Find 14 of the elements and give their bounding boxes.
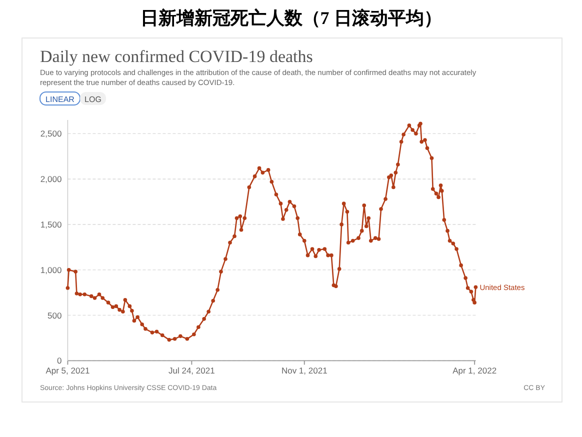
y-tick-label: 2,000 — [40, 174, 62, 184]
x-tick-label: Apr 5, 2021 — [46, 366, 90, 376]
y-tick-label: 1,500 — [40, 219, 62, 230]
y-tick-label: 2,500 — [40, 128, 62, 139]
text: LOG — [84, 95, 102, 104]
x-tick-label: Apr 1, 2022 — [452, 366, 497, 376]
chart-subtitle: Daily new confirmed COVID-19 deaths — [40, 47, 313, 66]
text: LINEAR — [46, 95, 75, 104]
y-tick-label: 500 — [48, 310, 62, 320]
chart-title: 日新增新冠死亡人数（7 日滚动平均） — [140, 8, 442, 28]
y-tick-label: 0 — [56, 356, 62, 366]
y-tick-label: 1,000 — [40, 264, 62, 275]
x-tick-label: Nov 1, 2021 — [281, 366, 328, 376]
x-tick-label: Jul 24, 2021 — [168, 366, 216, 376]
